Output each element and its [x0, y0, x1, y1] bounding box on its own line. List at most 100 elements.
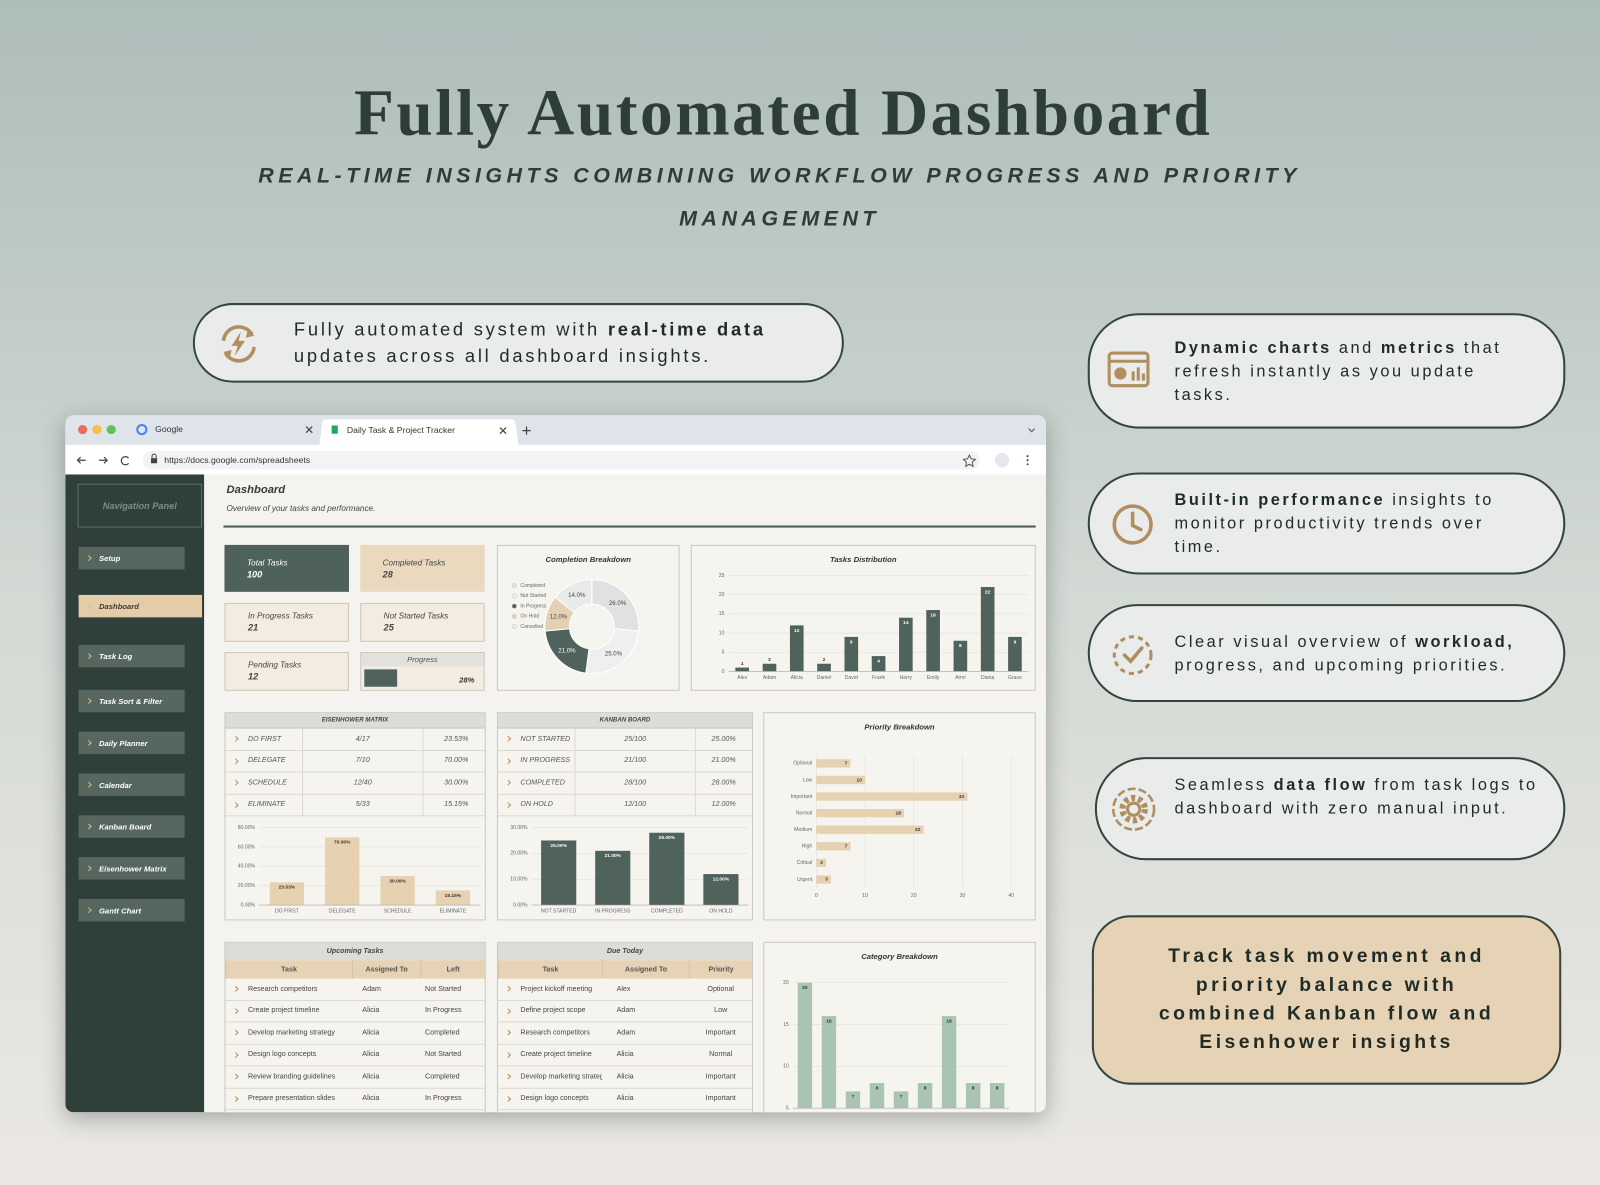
stat-card: Not Started Tasks 25: [360, 603, 485, 642]
progress-value: 28%: [458, 676, 474, 685]
x-tick-label: Daniel: [817, 675, 831, 681]
nav-label: Kanban Board: [98, 821, 152, 832]
table-header: Task Assigned To Priority: [497, 960, 753, 979]
browser-tab[interactable]: Google: [155, 424, 183, 434]
text-run: from task logs to dashboard with zero ma…: [1174, 776, 1538, 818]
nav-label: Eisenhower Matrix: [98, 863, 167, 873]
progress-fill: [364, 669, 398, 687]
x-tick-label: SCHEDULE: [384, 909, 412, 915]
table-row: Research competitors Adam Not Started: [225, 979, 485, 1001]
table-cell: Review branding guidelines: [247, 1073, 336, 1081]
column-header: Assigned To: [601, 960, 689, 979]
url[interactable]: https://docs.google.com/spreadsheets: [164, 455, 310, 465]
nav-item[interactable]: Calendar: [78, 773, 185, 796]
gear-icon: [1111, 787, 1156, 831]
nav-label: Task Sort & Filter: [98, 696, 163, 706]
table-row: Design logo concepts Alicia Important: [497, 1088, 753, 1111]
legend-swatch: [511, 603, 517, 609]
y-tick-label: 20.00%: [510, 851, 528, 857]
bold-text: Built-in performance: [1174, 491, 1386, 510]
bar: [735, 667, 750, 672]
y-tick-label: Low: [803, 777, 813, 783]
table-cell: In Progress: [425, 1007, 462, 1015]
chart: 0 5 10 15 20 25 1 Alex 2 Adam 12 Alicia 2 Daniel 9 Davi…: [719, 573, 1029, 681]
callout-text: Fully automated system with real-time da…: [294, 316, 830, 369]
table-cell: Low: [714, 1007, 728, 1015]
table-cell: Optional: [707, 985, 735, 993]
nav-item[interactable]: Kanban Board: [78, 815, 185, 838]
table-cell: Alicia: [616, 1073, 634, 1081]
legend-swatch: [511, 624, 517, 629]
table-cell: Alicia: [362, 1007, 380, 1015]
table-cell: COMPLETED: [520, 779, 565, 787]
bar: [953, 640, 968, 672]
chevron: [85, 653, 92, 660]
text-run: Seamless: [1174, 776, 1274, 794]
table-row: Define project scope Adam Low: [497, 1001, 753, 1023]
bar: [797, 982, 813, 1109]
bar-value-label: 16: [930, 612, 936, 618]
nav-label: Calendar: [98, 780, 132, 790]
table-cell: IN PROGRESS: [520, 757, 571, 765]
stat-value: 12: [247, 671, 259, 682]
nav-item[interactable]: Daily Planner: [78, 731, 185, 755]
nav-item[interactable]: Eisenhower Matrix: [78, 857, 185, 880]
table-cell: Project kickoff meeting: [520, 985, 593, 993]
callout: Dynamic charts and metrics that refresh …: [1087, 313, 1566, 429]
callout: Clear visual overview of workload, progr…: [1087, 604, 1566, 703]
chart-title: Tasks Distribution: [830, 555, 897, 565]
stat-value: 28: [382, 569, 393, 580]
legend-label: Completed: [520, 583, 545, 589]
bar: [816, 775, 866, 785]
kanban-panel: KANBAN BOARD NOT STARTED 25/100 25.00% IN PR…: [496, 712, 754, 921]
table-title: Upcoming Tasks: [225, 942, 485, 961]
text-run: and: [1331, 339, 1381, 358]
matrix-panel: EISENHOWER MATRIX DO FIRST 4/17 23.53% DELEG…: [224, 712, 486, 921]
table-cell: Completed: [425, 1029, 460, 1037]
column-header: Task: [225, 960, 352, 979]
table-row: DO FIRST 4/17 23.53%: [225, 728, 485, 751]
x-tick-label: 0: [815, 893, 818, 899]
text-run: updates across all dashboard insights.: [293, 345, 712, 367]
progress-bar: 28%: [364, 669, 475, 687]
x-tick-label: DO FIRST: [275, 909, 299, 915]
table-cell: Adam: [616, 1029, 636, 1037]
table-cell: 12/100: [574, 794, 696, 816]
bar: [965, 1083, 981, 1109]
nav-item[interactable]: Dashboard: [78, 594, 203, 618]
y-tick-label: 60.00%: [238, 844, 256, 850]
table-row: Create project timeline Alicia Normal: [497, 1044, 753, 1067]
table-cell: Alicia: [616, 1095, 634, 1103]
table-cell: 30.00%: [444, 779, 469, 787]
nav-item[interactable]: Task Log: [78, 644, 185, 668]
bar-value-label: 22: [915, 827, 921, 833]
y-tick-label: 0.00%: [241, 902, 256, 908]
donut-segment: [554, 579, 593, 614]
nav-panel-title: Navigation Panel: [77, 483, 203, 528]
table-cell: DELEGATE: [247, 757, 286, 765]
bar-value-label: 20: [802, 985, 808, 991]
browser-tab[interactable]: Daily Task & Project Tracker: [347, 425, 455, 435]
check-icon: [1112, 635, 1153, 675]
y-tick-label: 15: [783, 1022, 789, 1028]
bar-value-label: 7: [900, 1094, 903, 1100]
browser-window: Google Daily Task & Project Tracker http…: [65, 415, 1046, 1113]
page-subtitle: REAL-TIME INSIGHTS COMBINING WORKFLOW PR…: [258, 164, 1301, 231]
callout-text: Clear visual overview of workload, progr…: [1174, 631, 1552, 678]
y-tick-label: Medium: [794, 827, 812, 833]
nav-item[interactable]: Gantt Chart: [78, 898, 185, 922]
bold-text: real-time data: [607, 319, 766, 340]
bar-value-label: 23.53%: [279, 885, 296, 891]
sync-icon: [221, 325, 256, 363]
nav-item[interactable]: Setup: [78, 546, 185, 570]
stat-label: Not Started Tasks: [383, 611, 449, 621]
segment-label: 12.0%: [550, 613, 568, 620]
x-tick-label: Frank: [872, 675, 885, 681]
legend-swatch: [511, 583, 517, 589]
bar: [941, 1016, 957, 1109]
bold-text: data flow: [1273, 776, 1368, 794]
table-cell: Important: [705, 1073, 736, 1081]
bar-value-label: 8: [924, 1085, 927, 1091]
nav-item[interactable]: Task Sort & Filter: [78, 689, 185, 713]
x-tick-label: IN PROGRESS: [595, 909, 631, 915]
